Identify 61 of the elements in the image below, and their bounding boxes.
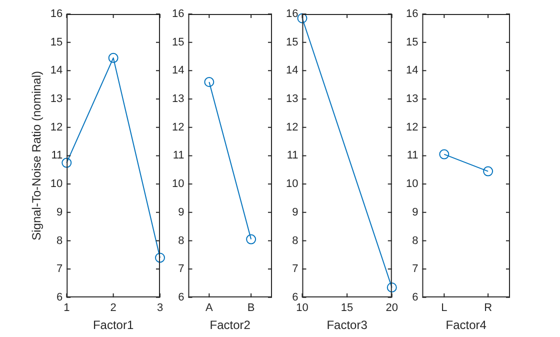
x-axis-title: Factor2 [210,318,251,332]
x-tick-label: 1 [64,302,70,314]
y-tick-label: 6 [412,291,418,304]
y-tick-label: 14 [286,64,298,77]
y-tick-label: 10 [50,178,63,190]
y-tick-label: 6 [292,291,298,304]
x-tick-label: 3 [156,302,164,314]
y-tick-label: 11 [286,150,298,162]
y-tick-label: 9 [292,206,298,218]
y-tick-label: 10 [286,178,298,190]
y-tick-label: 11 [406,150,418,162]
y-tick-label: 7 [412,263,418,276]
y-tick-label: 8 [292,234,298,247]
y-tick-label: 6 [178,291,184,304]
y-tick-label: 12 [406,121,418,134]
x-tick-label: 20 [386,302,398,314]
y-tick-label: 9 [178,206,184,218]
y-tick-label: 15 [286,36,298,48]
x-axis-title: Factor4 [446,318,487,332]
y-tick-label: 13 [286,93,298,106]
y-tick-label: 10 [172,178,184,190]
y-tick-label: 11 [51,150,63,162]
y-tick-label: 8 [178,234,184,247]
y-tick-label: 10 [406,178,418,190]
y-tick-label: 6 [56,291,63,304]
x-tick-label: A [206,302,214,314]
y-tick-label: 11 [172,150,184,162]
y-tick-label: 14 [172,64,184,77]
x-axis-title: Factor3 [326,318,368,332]
x-tick-label: L [441,302,448,314]
point [62,158,72,168]
y-tick-label: 12 [50,121,63,134]
y-tick-label: 8 [412,234,418,247]
y-tick-label: 15 [172,36,184,48]
y-tick-label: 13 [50,93,63,106]
point [155,252,165,263]
y-tick-label: 7 [56,263,63,276]
x-axis-title: Factor1 [92,318,134,332]
x-tick-label: 2 [110,302,116,314]
x-tick-label: R [484,302,492,314]
x-tick-label: B [247,302,255,314]
y-tick-label: 8 [56,234,63,247]
y-tick-label: 16 [286,8,298,20]
y-tick-label: 9 [412,206,418,218]
y-tick-label: 12 [172,121,184,134]
y-tick-label: 15 [406,36,418,48]
point [108,52,118,63]
y-tick-label: 9 [56,206,63,218]
y-tick-label: 14 [50,64,63,77]
y-tick-label: 13 [172,93,184,106]
y-tick-label: 14 [406,64,418,77]
y-tick-label: 16 [406,8,418,20]
y-axis-title: Signal-To-Noise Ratio (nominal) [30,70,44,240]
x-tick-label: 15 [340,302,354,314]
y-tick-label: 15 [50,36,63,48]
y-tick-label: 12 [286,121,298,134]
y-tick-label: 16 [50,8,63,20]
y-tick-label: 13 [406,93,418,106]
y-tick-label: 16 [172,8,184,20]
y-tick-label: 7 [178,263,184,276]
y-tick-label: 7 [292,263,298,276]
